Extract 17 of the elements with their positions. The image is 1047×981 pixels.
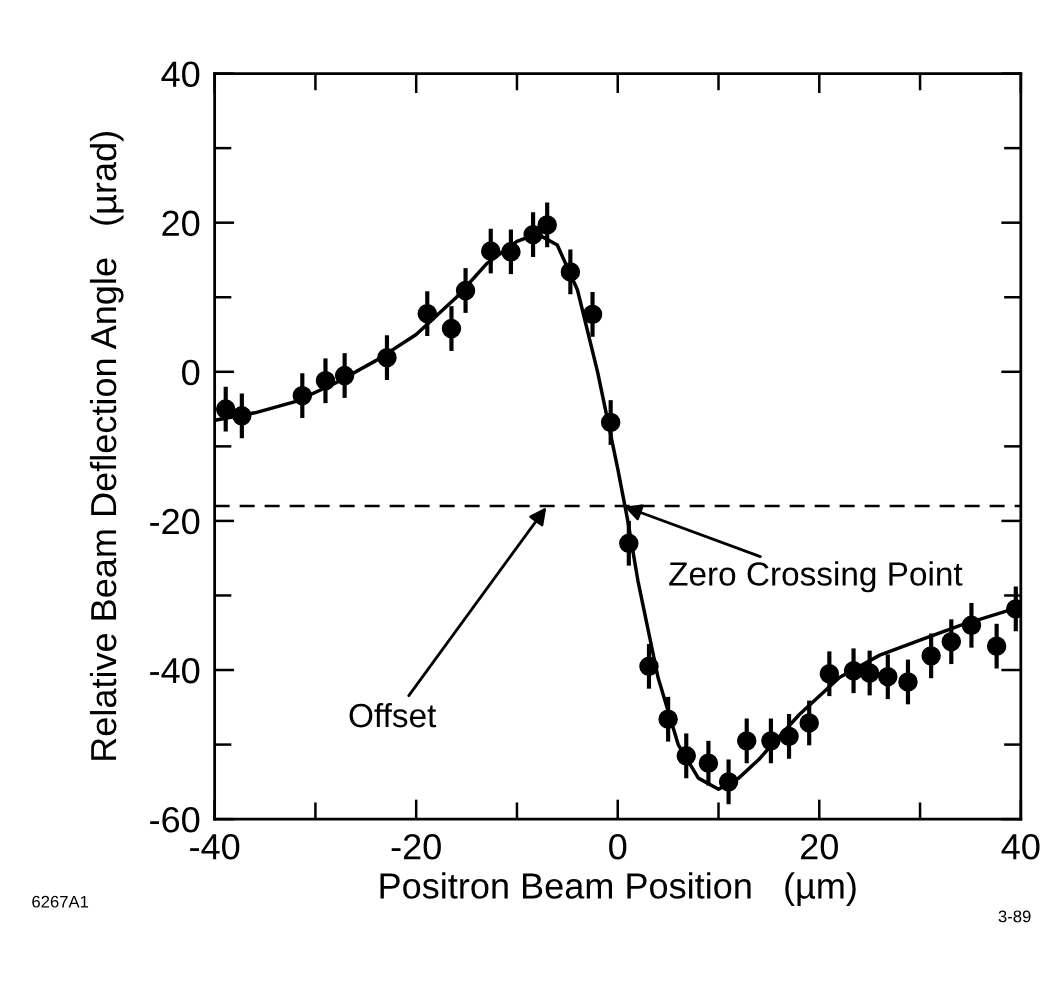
y-tick-label: -60 — [150, 807, 200, 833]
x-tick-label: -40 — [190, 833, 240, 860]
text: 6267A1 — [32, 895, 89, 908]
x-tick-label: 40 — [1001, 833, 1040, 860]
y-tick-label: 40 — [161, 61, 200, 88]
text: 3-89 — [998, 910, 1031, 923]
x-tick-label: -20 — [391, 833, 441, 860]
x-axis-title: Positron Beam Position (µm) — [380, 872, 856, 906]
x-tick-label: 0 — [609, 833, 627, 860]
y-tick-label: -20 — [150, 508, 200, 535]
annotation: Offset — [349, 702, 437, 728]
y-tick-label: 0 — [182, 359, 200, 386]
y-axis-title: Relative Beam Deflection Angle (µrad) — [89, 132, 124, 760]
y-tick-label: 20 — [162, 210, 200, 237]
y-tick-label: -40 — [150, 657, 200, 684]
annotation: Zero Crossing Point — [669, 561, 963, 593]
x-tick-label: 20 — [801, 833, 838, 860]
